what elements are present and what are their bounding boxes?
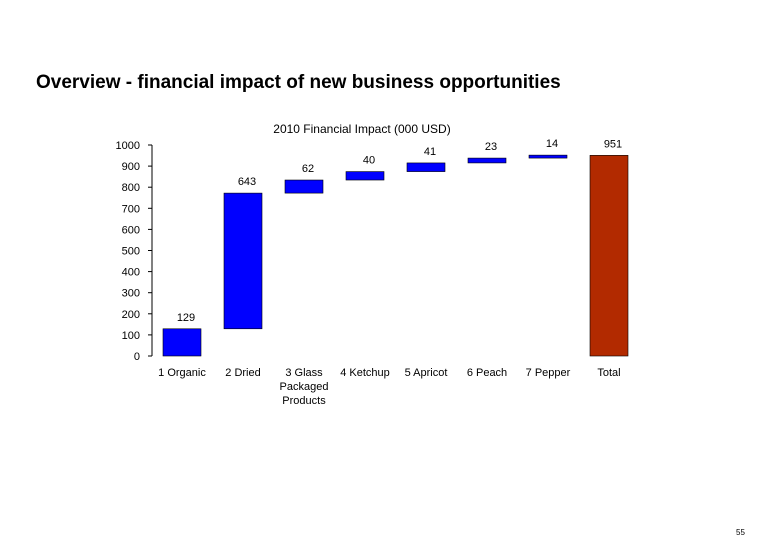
bar-value-label: 40 bbox=[363, 155, 375, 167]
bar bbox=[406, 162, 446, 172]
y-tick-label: 400 bbox=[122, 267, 140, 279]
bar bbox=[223, 192, 263, 330]
bar bbox=[345, 171, 385, 181]
bar-value-label: 23 bbox=[485, 141, 497, 153]
bar bbox=[528, 154, 568, 159]
y-tick-label: 1000 bbox=[116, 140, 140, 152]
bar-value-label: 41 bbox=[424, 146, 436, 158]
bar-value-label: 62 bbox=[302, 163, 314, 175]
y-tick-label: 700 bbox=[122, 203, 140, 215]
bars bbox=[162, 154, 629, 357]
slide-title: Overview - financial impact of new busin… bbox=[36, 72, 561, 93]
bar bbox=[284, 179, 324, 194]
bar bbox=[162, 328, 202, 357]
category-label: 7 Pepper bbox=[526, 367, 571, 379]
y-tick-label: 500 bbox=[122, 246, 140, 258]
y-tick-label: 200 bbox=[122, 309, 140, 321]
category-label: Total bbox=[597, 367, 620, 379]
y-tick-label: 0 bbox=[134, 351, 140, 363]
page-number: 55 bbox=[736, 528, 745, 537]
category-label: 1 Organic bbox=[158, 367, 206, 379]
bar-value-label: 14 bbox=[546, 138, 558, 150]
bar bbox=[589, 155, 629, 357]
category-label: 6 Peach bbox=[467, 367, 507, 379]
y-tick-label: 900 bbox=[122, 161, 140, 173]
category-label: 2 Dried bbox=[225, 367, 260, 379]
y-axis-ticks: 0 100 200 300 400 500 600 700 800 900 1000 bbox=[116, 140, 152, 363]
category-label: 5 Apricot bbox=[405, 367, 448, 379]
category-label: 4 Ketchup bbox=[340, 367, 390, 379]
y-tick-label: 800 bbox=[122, 182, 140, 194]
bar-value-label: 643 bbox=[238, 176, 256, 188]
y-tick-label: 300 bbox=[122, 288, 140, 300]
bar bbox=[467, 157, 507, 164]
bar-value-label: 129 bbox=[177, 312, 195, 324]
y-tick-label: 100 bbox=[122, 330, 140, 342]
chart-title: 2010 Financial Impact (000 USD) bbox=[273, 122, 450, 136]
category-label: 3 Glass Packaged Products bbox=[280, 367, 329, 407]
bar-value-labels: 129 643 62 40 41 23 14 951 bbox=[177, 138, 622, 324]
bar-value-label: 951 bbox=[604, 138, 622, 150]
y-tick-label: 600 bbox=[122, 224, 140, 236]
category-labels: 1 Organic 2 Dried 3 Glass Packaged Products 4… bbox=[158, 367, 620, 407]
